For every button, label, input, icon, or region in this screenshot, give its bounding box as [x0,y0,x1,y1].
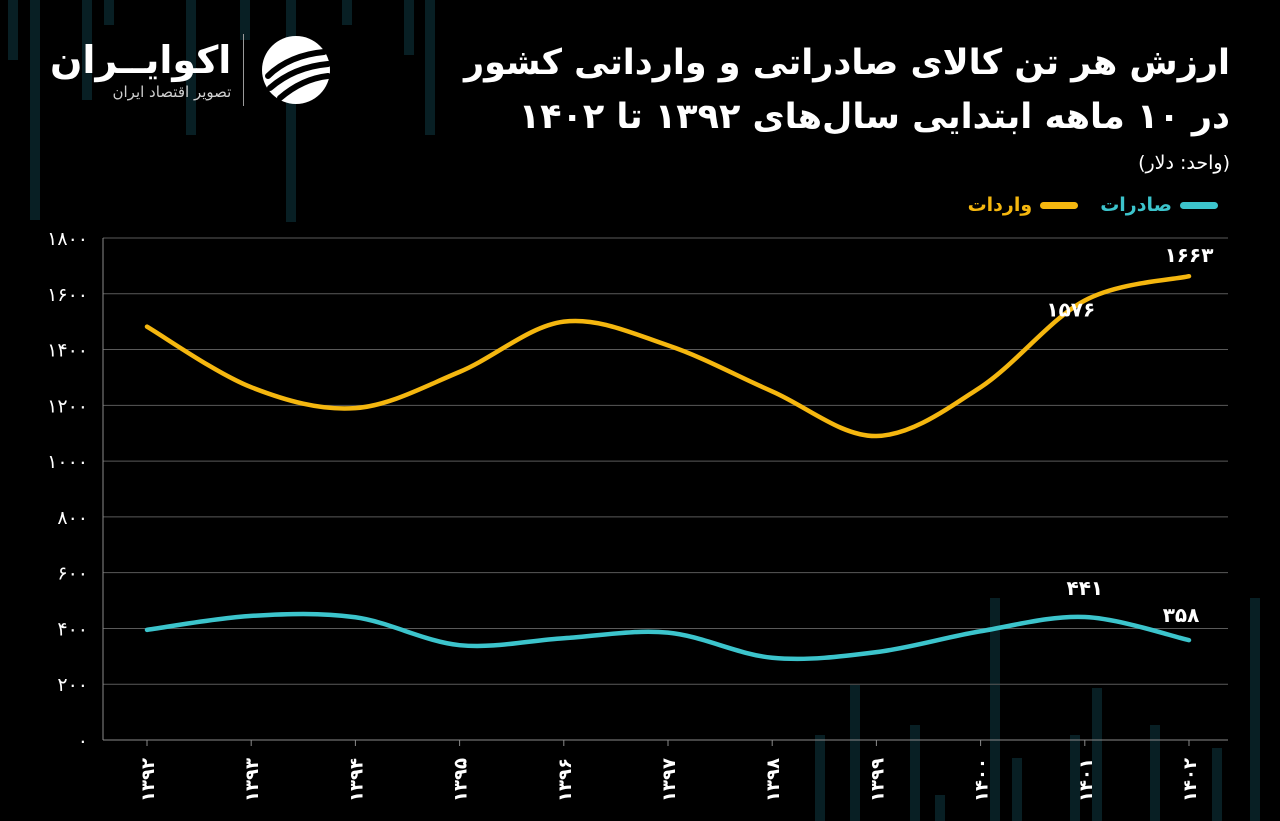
decor-bar [286,0,296,222]
decor-bar [1212,748,1222,821]
decor-bar [404,0,414,55]
decor-bar [30,0,40,220]
x-tick-label: ۱۳۹۹ [867,758,888,802]
logo-text: اکوایــران تصویر اقتصاد ایران [50,38,231,102]
y-tick-label: ۰ [78,730,88,752]
decor-bar [186,0,196,135]
x-tick-label: ۱۳۹۸ [763,758,784,802]
decor-bar [82,0,92,100]
y-tick-label: ۸۰۰ [57,507,88,529]
logo-divider [243,34,245,106]
x-tick-label: ۱۴۰۲ [1180,758,1201,802]
legend-label-exports: صادرات [1100,194,1172,216]
legend-item-imports: واردات [968,194,1079,216]
x-tick-label: ۱۳۹۲ [138,758,159,802]
decor-bar [910,725,920,821]
y-tick-label: ۴۰۰ [57,618,88,640]
decor-bar [1070,735,1080,821]
data-label: ۱۵۷۶ [1046,297,1095,321]
x-tick-label: ۱۳۹۵ [451,758,472,802]
decor-bar [240,0,250,40]
legend-swatch-imports [1040,201,1079,209]
logo-name: اکوایــران [50,38,232,82]
y-tick-label: ۱۶۰۰ [47,284,88,306]
title-line-2: در ۱۰ ماهه ابتدایی سال‌های ۱۳۹۲ تا ۱۴۰۲ [518,97,1230,137]
series-line-exports [144,611,1192,662]
legend-swatch-exports [1180,201,1218,209]
ecoiran-swirl-logo-icon [262,36,332,104]
legend-label-imports: واردات [967,194,1033,216]
y-tick-label: ۲۰۰ [57,674,88,696]
decor-bar [935,795,945,821]
logo-subtitle: تصویر اقتصاد ایران [112,83,232,101]
y-tick-label: ۱۲۰۰ [47,395,88,417]
decor-bar [104,0,114,25]
chart-title: ارزش هر تن کالای صادراتی و وارداتی کشور … [464,36,1230,144]
x-tick-label: ۱۳۹۳ [242,758,263,802]
decor-bar [990,598,1000,821]
decor-bar [8,0,18,60]
unit-label: (واحد: دلار) [1138,152,1230,174]
legend: صادرات واردات [968,194,1218,216]
decor-bar [1012,758,1022,821]
x-tick-label: ۱۳۹۷ [659,758,680,802]
decor-bar [425,0,435,135]
y-tick-label: ۱۰۰۰ [47,451,88,473]
x-tick-label: ۱۴۰۰ [972,758,993,802]
y-tick-label: ۶۰۰ [57,563,88,585]
series-line-imports [144,273,1192,439]
decor-bar [1250,598,1260,821]
decor-bar [342,0,352,25]
x-tick-label: ۱۳۹۶ [555,758,576,802]
y-tick-label: ۱۸۰۰ [47,228,88,250]
data-label: ۱۶۶۳ [1165,243,1214,267]
decor-bar [850,685,860,821]
title-line-1: ارزش هر تن کالای صادراتی و وارداتی کشور [463,43,1230,83]
decor-bar [1150,725,1160,821]
y-tick-label: ۱۴۰۰ [47,340,88,362]
x-tick-label: ۱۳۹۴ [346,758,367,802]
decor-bar [1092,688,1102,821]
legend-item-exports: صادرات [1100,194,1218,216]
data-label: ۴۴۱ [1066,576,1103,600]
data-label: ۳۵۸ [1163,603,1200,627]
brand-logo: اکوایــران تصویر اقتصاد ایران [50,30,334,110]
decor-bar [815,735,825,821]
x-tick-label: ۱۴۰۱ [1076,758,1097,802]
